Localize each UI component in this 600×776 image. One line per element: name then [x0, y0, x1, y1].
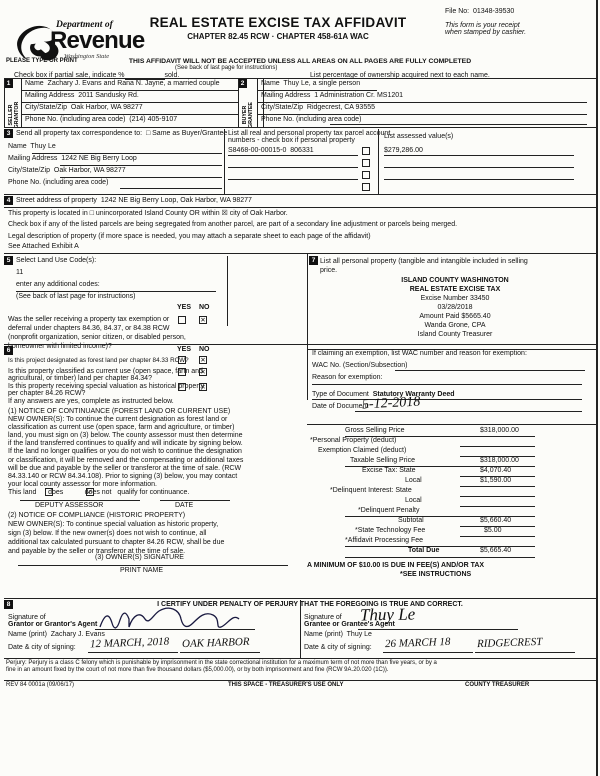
svg-text:GRANTEE: GRANTEE	[248, 102, 254, 128]
svg-text:GRANTOR: GRANTOR	[14, 101, 20, 128]
